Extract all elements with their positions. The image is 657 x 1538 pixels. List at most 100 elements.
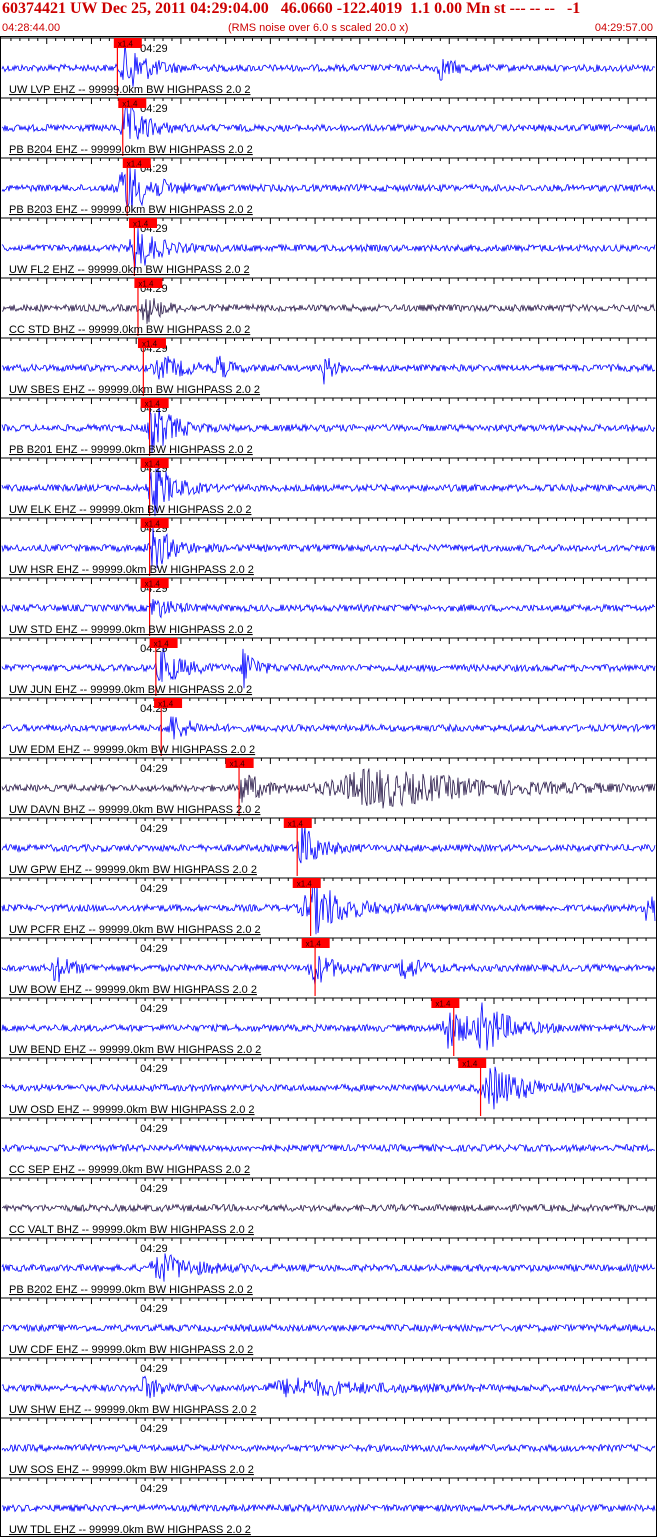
pick-label: x1.4 — [127, 160, 143, 169]
pick-box — [129, 218, 158, 228]
pick-box — [431, 998, 460, 1008]
pick-box — [225, 758, 254, 768]
trace-16: 04:29 x1.4 UW BEND EHZ -- 99999.0km BW HIG… — [0, 997, 657, 1056]
minute-label: 04:29 — [140, 1483, 168, 1495]
station-label: PB B204 EHZ -- 99999.0km BW HIGHPASS 2.0… — [9, 144, 253, 156]
station-label: UW TDL EHZ -- 99999.0km BW HIGHPASS 2.0 … — [9, 1524, 251, 1536]
pick-label: x1.4 — [133, 220, 149, 229]
minute-label: 04:29 — [140, 1303, 168, 1315]
trace-13: 04:29 x1.4 UW GPW EHZ -- 99999.0km BW HIGH… — [0, 817, 657, 876]
waveform — [1, 1066, 656, 1110]
waveform — [1, 298, 656, 324]
pick-box — [140, 578, 169, 588]
waveform — [1, 1002, 656, 1051]
trace-22: 04:29 UW SHW EHZ -- 99999.0km BW HIGHPASS… — [0, 1357, 657, 1416]
station-label: UW BEND EHZ -- 99999.0km BW HIGHPASS 2.0… — [9, 1044, 261, 1056]
station-label: UW CDF EHZ -- 99999.0km BW HIGHPASS 2.0 … — [9, 1344, 253, 1356]
pick-label: x1.4 — [138, 280, 154, 289]
trace-19: 04:29 CC VALT BHZ -- 99999.0km BW HIGHPAS… — [0, 1177, 657, 1236]
pick-box — [140, 458, 169, 468]
trace-23: 04:29 UW SOS EHZ -- 99999.0km BW HIGHPASS… — [0, 1417, 657, 1476]
pick-box — [118, 98, 147, 108]
waveform — [1, 406, 656, 454]
station-label: UW SBES EHZ -- 99999.0km BW HIGHPASS 2.0… — [9, 384, 260, 396]
trace-24: 04:29 UW TDL EHZ -- 99999.0km BW HIGHPASS… — [0, 1477, 657, 1536]
station-label: UW PCFR EHZ -- 99999.0km BW HIGHPASS 2.0… — [9, 924, 261, 936]
pick-label: x1.4 — [118, 40, 134, 49]
pick-label: x1.4 — [122, 100, 138, 109]
station-label: UW HSR EHZ -- 99999.0km BW HIGHPASS 2.0 … — [9, 564, 254, 576]
waveform — [1, 1375, 656, 1399]
waveform — [1, 1443, 656, 1453]
station-label: PB B201 EHZ -- 99999.0km BW HIGHPASS 2.0… — [9, 444, 253, 456]
pick-label: x1.4 — [145, 460, 161, 469]
pick-label: x1.4 — [435, 1000, 451, 1009]
waveform — [1, 646, 656, 689]
station-label: UW OSD EHZ -- 99999.0km BW HIGHPASS 2.0 … — [9, 1104, 255, 1116]
waveform — [2, 716, 656, 740]
waveform — [1, 1143, 656, 1153]
pick-label: x1.4 — [142, 340, 158, 349]
minute-label: 04:29 — [140, 1423, 168, 1435]
waveform — [1, 879, 656, 935]
waveform — [1, 1253, 656, 1282]
pick-box — [122, 158, 151, 168]
trace-21: 04:29 UW CDF EHZ -- 99999.0km BW HIGHPASS… — [0, 1297, 657, 1356]
pick-box — [113, 38, 142, 48]
waveform — [1, 227, 656, 271]
station-label: UW LVP EHZ -- 99999.0km BW HIGHPASS 2.0 … — [9, 84, 250, 96]
pick-label: x1.4 — [288, 820, 304, 829]
station-label: UW EDM EHZ -- 99999.0km BW HIGHPASS 2.0 … — [9, 744, 255, 756]
waveform — [1, 1323, 656, 1333]
minute-label: 04:29 — [140, 763, 168, 775]
trace-17: 04:29 x1.4 UW OSD EHZ -- 99999.0km BW HIGH… — [0, 1057, 657, 1116]
waveform — [1, 598, 656, 619]
waveform — [1, 167, 656, 213]
pick-label: x1.4 — [145, 580, 161, 589]
pick-box — [283, 818, 312, 828]
trace-18: 04:29 CC SEP EHZ -- 99999.0km BW HIGHPASS… — [0, 1117, 657, 1176]
seismogram-header: 60374421 UW Dec 25, 2011 04:29:04.00 46.… — [0, 0, 657, 36]
end-time-label: 04:29:57.00 — [594, 22, 653, 34]
pick-label: x1.4 — [158, 700, 174, 709]
waveform — [1, 823, 656, 864]
pick-box — [154, 698, 183, 708]
station-label: PB B202 EHZ -- 99999.0km BW HIGHPASS 2.0… — [9, 1284, 253, 1296]
minute-label: 04:29 — [140, 1183, 168, 1195]
pick-label: x1.4 — [230, 760, 246, 769]
station-label: UW JUN EHZ -- 99999.0km BW HIGHPASS 2.0 … — [9, 684, 252, 696]
station-label: UW DAVN BHZ -- 99999.0km BW HIGHPASS 2.0… — [9, 804, 260, 816]
station-label: UW SOS EHZ -- 99999.0km BW HIGHPASS 2.0 … — [9, 1464, 254, 1476]
pick-box — [292, 878, 321, 888]
minute-label: 04:29 — [140, 103, 168, 115]
pick-box — [140, 398, 169, 408]
minute-label: 04:29 — [140, 1003, 168, 1015]
station-label: CC VALT BHZ -- 99999.0km BW HIGHPASS 2.0… — [9, 1224, 254, 1236]
pick-box — [137, 338, 166, 348]
event-title: 60374421 UW Dec 25, 2011 04:29:04.00 46.… — [2, 0, 581, 17]
station-label: CC SEP EHZ -- 99999.0km BW HIGHPASS 2.0 … — [9, 1164, 250, 1176]
waveform — [1, 43, 656, 87]
station-label: UW GPW EHZ -- 99999.0km BW HIGHPASS 2.0 … — [9, 864, 257, 876]
station-label: UW ELK EHZ -- 99999.0km BW HIGHPASS 2.0 … — [9, 504, 251, 516]
waveform — [1, 355, 655, 385]
minute-label: 04:29 — [140, 823, 168, 835]
trace-20: 04:29 PB B202 EHZ -- 99999.0km BW HIGHPAS… — [0, 1237, 657, 1296]
pick-label: x1.4 — [154, 640, 170, 649]
pick-box — [149, 638, 178, 648]
pick-box — [301, 938, 330, 948]
pick-label: x1.4 — [306, 940, 322, 949]
pick-label: x1.4 — [297, 880, 313, 889]
pick-label: x1.4 — [145, 400, 161, 409]
pick-box — [458, 1058, 487, 1068]
station-label: UW BOW EHZ -- 99999.0km BW HIGHPASS 2.0 … — [9, 984, 257, 996]
